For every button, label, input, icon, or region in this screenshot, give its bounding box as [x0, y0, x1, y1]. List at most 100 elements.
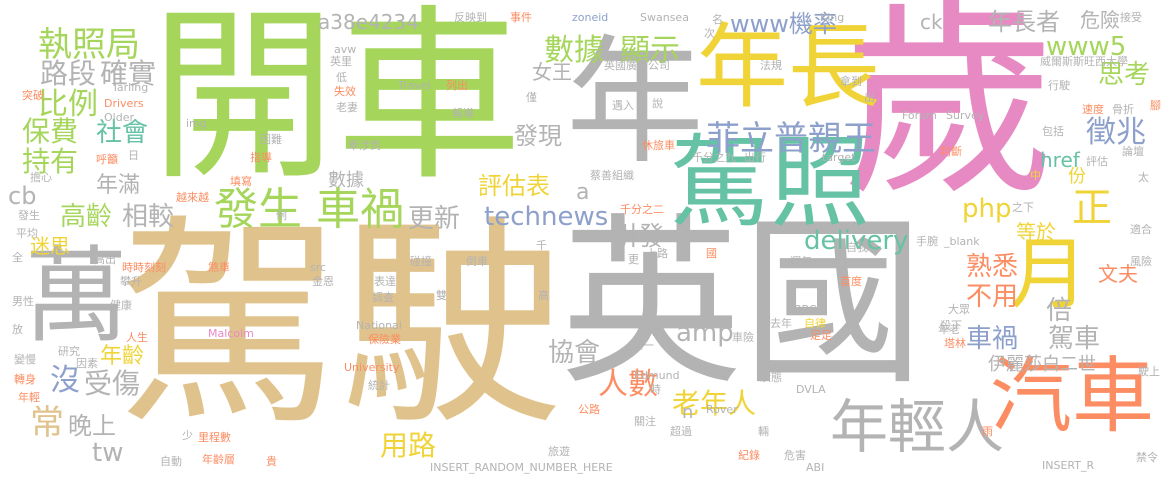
word-small: img — [186, 118, 207, 129]
word-small: 牽涉到 — [348, 140, 381, 151]
word-small: University — [344, 362, 400, 373]
word-small: 行駛 — [1048, 80, 1070, 91]
word-small: 擔心 — [30, 172, 52, 183]
word-small: Malcolm — [208, 328, 254, 339]
word-small: 輛 — [758, 426, 769, 437]
word-small: 因素 — [76, 358, 98, 369]
word-chang: 常 — [30, 406, 64, 440]
word-small: 出行 — [744, 152, 766, 163]
word-jiache: 駕車 — [1048, 326, 1100, 352]
word-chehuo: 車禍 — [316, 188, 404, 232]
word-small: 雙 — [436, 290, 447, 301]
word-small: 手腕 — [916, 236, 938, 247]
word-small: Travel — [398, 80, 431, 91]
word-small: 公路 — [578, 404, 600, 415]
word-a: a — [576, 182, 589, 204]
word-small: 男性 — [12, 296, 34, 307]
word-small: 次 — [704, 28, 715, 39]
word-small: 時 — [650, 384, 661, 395]
word-small: 論壇 — [1122, 146, 1144, 157]
word-chehuo2: 車禍 — [966, 326, 1018, 352]
word-small: 雨 — [982, 426, 993, 437]
word-small: 評估 — [1086, 156, 1108, 167]
word-weixian: 危險 — [1080, 10, 1120, 30]
word-small: 日 — [128, 150, 139, 161]
word-small: 越來越 — [176, 192, 209, 203]
word-baofei: 保費 — [22, 118, 78, 146]
word-small: 自動 — [160, 456, 182, 467]
word-nvwang: 女王 — [532, 62, 572, 82]
word-small: target — [822, 152, 855, 163]
word-small: 少 — [182, 430, 193, 441]
word-small: 去年 — [770, 318, 792, 329]
word-small: 攀升 — [120, 276, 142, 287]
word-small: 大眾 — [948, 304, 970, 315]
word-small: 填寫 — [230, 176, 252, 187]
word-small: 困難 — [260, 134, 282, 145]
word-small: 太 — [1138, 172, 1149, 183]
word-small: 危害 — [784, 450, 806, 461]
word-small: 風險 — [1130, 256, 1152, 267]
word-small: 法規 — [760, 60, 782, 71]
word-small: 腳 — [1150, 100, 1161, 111]
word-fasheng: 發生 — [214, 188, 302, 232]
word-small: 千 — [536, 240, 547, 251]
word-nianzhangzhe: 年長者 — [988, 10, 1060, 34]
word-small: 老妻 — [336, 102, 358, 113]
word-small: 僅 — [526, 92, 537, 103]
word-small: 旅遊 — [548, 446, 570, 457]
word-small: 國 — [706, 248, 717, 259]
word-yilishabai: 伊麗莎白二世 — [988, 356, 1096, 374]
word-small: BBC — [794, 304, 817, 315]
word-small: 超過 — [670, 426, 692, 437]
word-shuju2: 數據 — [328, 172, 364, 190]
word-small: 骨折 — [1112, 104, 1134, 115]
word-nianling: 年齡 — [100, 346, 144, 368]
word-small: 之下 — [1012, 202, 1034, 213]
word-small: 轉身 — [14, 374, 36, 385]
word-small: 反映到 — [454, 12, 487, 23]
word-small: 遇入 — [612, 100, 634, 111]
word-ck: ck — [920, 12, 943, 32]
word-small: 適合 — [1130, 224, 1152, 235]
word-small: 關注 — [634, 416, 656, 427]
word-zheng: 正 — [1072, 188, 1112, 228]
word-small: 發生 — [18, 210, 40, 221]
word-small: Swansea — [640, 12, 689, 23]
word-small: 貴 — [266, 456, 277, 467]
word-shoushang: 受傷 — [84, 370, 140, 398]
word-small: _blank — [944, 236, 980, 247]
word-small: Forum — [902, 110, 937, 121]
word-small: 指導 — [250, 152, 272, 163]
word-pinggubiao: 評估表 — [478, 174, 550, 198]
word-small: 金恩 — [312, 276, 334, 287]
word-small: 突破 — [22, 90, 44, 101]
word-small: 煞車 — [208, 262, 230, 273]
word-small: 例 — [276, 210, 287, 221]
word-small: 里程數 — [198, 432, 231, 443]
word-small: 英國廣播公司 — [604, 60, 670, 71]
word-small: 列出 — [446, 80, 468, 91]
word-small: 呼籲 — [96, 154, 118, 165]
word-small: 高 — [538, 290, 549, 301]
word-small: 年輕 — [18, 392, 40, 403]
word-small: King — [820, 12, 844, 23]
word-small: 禁令 — [1136, 452, 1158, 463]
word-small: 車險 — [732, 332, 754, 343]
word-small: INSERT_RANDOM_NUMBER_HERE — [430, 462, 613, 473]
word-small: 高出 — [94, 254, 116, 265]
word-tw: tw — [92, 440, 123, 466]
word-small: 殺下 — [940, 320, 962, 331]
word-amp: amp — [676, 320, 734, 346]
word-small: ABI — [806, 462, 824, 473]
word-zhengzhao: 徵兆 — [1086, 118, 1146, 148]
word-small: 統計 — [368, 380, 390, 391]
word-luduan: 路段 — [40, 60, 96, 88]
word-small: 接受 — [1120, 12, 1142, 23]
word-small: 蔡善組織 — [590, 170, 634, 181]
word-small: 出 — [864, 92, 875, 103]
word-small: src — [310, 262, 326, 273]
word-small: 塔林 — [944, 338, 966, 349]
word-small: 拿到 — [840, 76, 862, 87]
word-php: php — [962, 196, 1012, 222]
